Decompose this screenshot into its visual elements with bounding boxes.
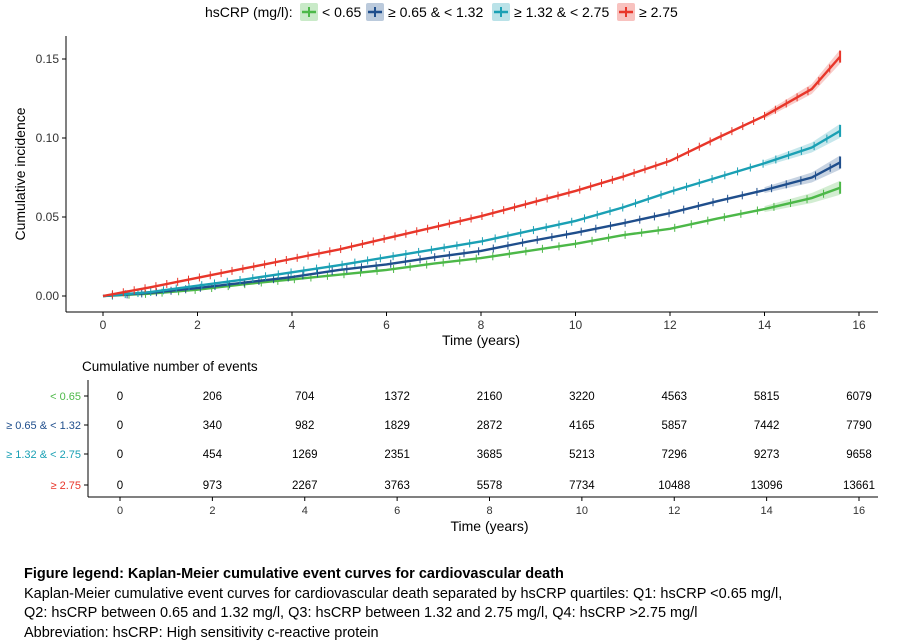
table-cell: 9273 (754, 449, 780, 461)
table-cell: 340 (203, 420, 222, 432)
x-tick-label: 12 (663, 318, 677, 332)
y-tick-label: 0.05 (36, 210, 60, 224)
x-tick-label: 4 (289, 318, 296, 332)
legend-label: ≥ 0.65 & < 1.32 (388, 4, 483, 20)
table-cell: 7734 (569, 480, 595, 492)
x-tick-label: 6 (383, 318, 390, 332)
table-cell: 9658 (846, 449, 872, 461)
table-row-label: ≥ 2.75 (50, 480, 81, 492)
table-cell: 5213 (569, 449, 595, 461)
chart-legend: hsCRP (mg/l): < 0.65 ≥ 0.65 & < 1.32 ≥ 1… (0, 0, 906, 26)
table-cell: 1269 (292, 449, 318, 461)
table-cell: 973 (203, 480, 222, 492)
table-cell: 0 (117, 420, 123, 432)
table-x-tick-label: 8 (486, 505, 492, 517)
caption-line: Q2: hsCRP between 0.65 and 1.32 mg/l, Q3… (24, 604, 884, 624)
table-cell: 704 (295, 391, 315, 403)
table-cell: 0 (117, 480, 123, 492)
table-cell: 5578 (477, 480, 503, 492)
table-cell: 13661 (843, 480, 875, 492)
table-cell: 7442 (754, 420, 780, 432)
table-cell: 3685 (477, 449, 503, 461)
table-cell: 982 (295, 420, 314, 432)
table-cell: 2267 (292, 480, 318, 492)
table-cell: 10488 (658, 480, 690, 492)
table-cell: 2351 (384, 449, 410, 461)
table-cell: 3220 (569, 391, 595, 403)
y-tick-label: 0.15 (36, 52, 60, 66)
caption-heading: Figure legend: Kaplan-Meier cumulative e… (24, 565, 884, 585)
table-cell: 4165 (569, 420, 595, 432)
table-cell: 4563 (661, 391, 687, 403)
table-x-tick-label: 10 (576, 505, 588, 517)
table-row-label: < 0.65 (50, 391, 81, 403)
table-cell: 7296 (661, 449, 687, 461)
legend-key-icon (617, 3, 635, 21)
legend-label: ≥ 2.75 (639, 4, 678, 20)
table-cell: 0 (117, 391, 123, 403)
table-cell: 13096 (751, 480, 783, 492)
table-cell: 5815 (754, 391, 780, 403)
table-cell: 5857 (661, 420, 687, 432)
caption-line: Kaplan-Meier cumulative event curves for… (24, 585, 884, 605)
figure-caption: Figure legend: Kaplan-Meier cumulative e… (24, 565, 884, 643)
y-tick-label: 0.00 (36, 289, 60, 303)
table-cell: 2872 (477, 420, 503, 432)
km-cumulative-incidence-plot: 0.00 0.05 0.10 0.15 0 2 4 6 8 10 12 14 16 Time (years… (0, 26, 906, 350)
table-x-axis-title: Time (years) (450, 518, 528, 534)
legend-key-icon (300, 3, 318, 21)
x-tick-label: 8 (478, 318, 485, 332)
km-curve-series-1 (103, 162, 840, 296)
table-row-label: ≥ 0.65 & < 1.32 (6, 420, 81, 432)
legend-title: hsCRP (mg/l): (205, 4, 293, 20)
table-cell: 7790 (846, 420, 872, 432)
table-x-tick-label: 14 (761, 505, 773, 517)
table-cell: 1829 (384, 420, 410, 432)
table-cell: 0 (117, 449, 123, 461)
table-cell: 454 (203, 449, 223, 461)
table-cell: 2160 (477, 391, 503, 403)
km-curve-series-2 (103, 131, 840, 296)
x-tick-label: 10 (569, 318, 583, 332)
legend-label: ≥ 1.32 & < 2.75 (514, 4, 609, 20)
table-row-label: ≥ 1.32 & < 2.75 (6, 449, 81, 461)
y-tick-label: 0.10 (36, 131, 60, 145)
x-axis-title: Time (years) (442, 332, 520, 348)
table-cell: 206 (203, 391, 222, 403)
table-x-tick-label: 2 (209, 505, 215, 517)
table-title: Cumulative number of events (82, 359, 258, 374)
legend-key-icon (366, 3, 384, 21)
legend-key-icon (492, 3, 510, 21)
table-x-tick-label: 4 (302, 505, 308, 517)
table-cell: 1372 (384, 391, 410, 403)
y-axis-title: Cumulative incidence (12, 107, 28, 240)
table-cell: 3763 (384, 480, 410, 492)
x-tick-label: 0 (100, 318, 107, 332)
caption-line: Abbreviation: hsCRP: High sensitivity c-… (24, 624, 884, 643)
legend-label: < 0.65 (322, 4, 361, 20)
x-tick-label: 14 (758, 318, 772, 332)
table-cell: 6079 (846, 391, 872, 403)
table-x-tick-label: 16 (853, 505, 865, 517)
x-tick-label: 16 (852, 318, 866, 332)
table-x-tick-label: 6 (394, 505, 400, 517)
table-x-tick-label: 0 (117, 505, 123, 517)
x-tick-label: 2 (194, 318, 201, 332)
table-x-tick-label: 12 (668, 505, 680, 517)
